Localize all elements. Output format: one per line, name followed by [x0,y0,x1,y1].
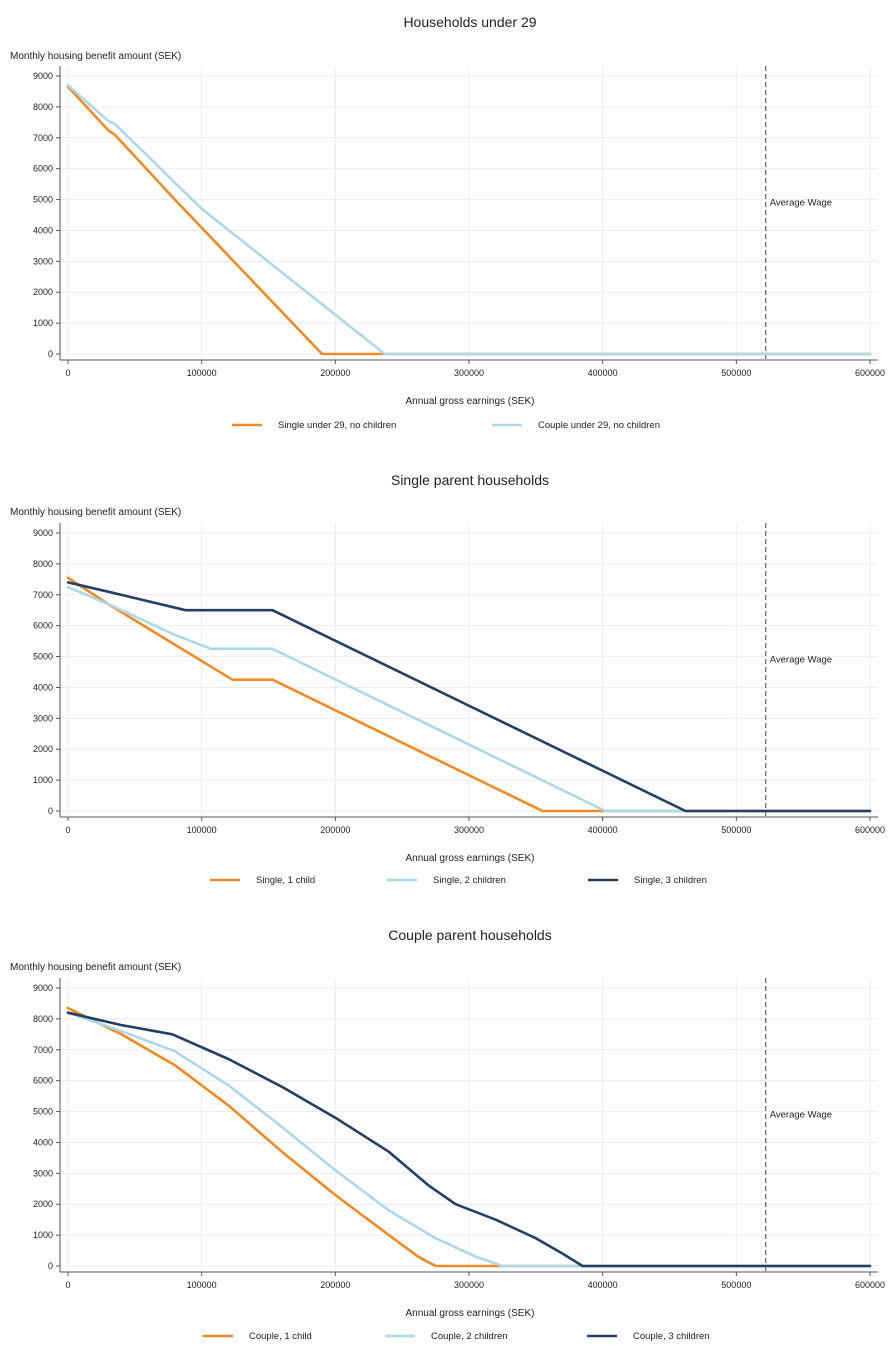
series-line [66,1011,872,1268]
y-tick-label: 0 [48,349,53,359]
y-tick-label: 8000 [33,1014,53,1024]
x-tick-label: 200000 [320,1280,350,1290]
y-tick-label: 3000 [33,256,53,266]
x-tick-label: 400000 [588,368,618,378]
x-tick-label: 600000 [855,825,885,835]
average-wage-label: Average Wage [770,655,832,666]
legend: Single, 1 child Single, 2 children Single,… [210,875,707,886]
chart-panel-couple-parent-households: Couple parent households Monthly housing… [10,927,885,1342]
y-tick-label: 7000 [33,1045,53,1055]
chart-title: Couple parent households [388,927,551,943]
legend-label: Couple under 29, no children [538,420,660,431]
average-wage-label: Average Wage [770,198,832,209]
legend: Single under 29, no children Couple under… [232,420,660,431]
y-tick-label: 9000 [33,71,53,81]
y-tick-label: 6000 [33,164,53,174]
y-tick-label: 8000 [33,559,53,569]
series-line [66,84,872,356]
series-line [66,576,872,813]
x-tick-label: 100000 [187,368,217,378]
legend-label: Couple, 2 children [431,1331,508,1342]
y-tick-label: 4000 [33,225,53,235]
x-tick-label: 0 [65,368,70,378]
y-tick-label: 6000 [33,621,53,631]
x-tick-label: 400000 [588,1280,618,1290]
y-tick-label: 2000 [33,744,53,754]
y-tick-label: 2000 [33,1199,53,1209]
x-tick-label: 300000 [454,1280,484,1290]
x-tick-label: 500000 [721,1280,751,1290]
y-tick-label: 4000 [33,682,53,692]
chart-title: Single parent households [391,472,549,488]
y-tick-label: 3000 [33,713,53,723]
plot-area: 0 1000 2000 3000 4000 5000 6000 7000 8000 9000 0 10… [33,978,885,1290]
y-tick-label: 0 [48,806,53,816]
series-line [66,585,872,813]
legend: Couple, 1 child Couple, 2 children Couple,… [203,1331,710,1342]
y-axis-label: Monthly housing benefit amount (SEK) [10,962,181,973]
x-tick-label: 500000 [721,368,751,378]
x-tick-label: 600000 [855,1280,885,1290]
average-wage-label: Average Wage [770,1110,832,1121]
x-axis-label: Annual gross earnings (SEK) [406,1308,535,1319]
y-tick-label: 8000 [33,102,53,112]
y-tick-label: 3000 [33,1168,53,1178]
legend-label: Single, 2 children [433,875,506,886]
legend-label: Couple, 3 children [633,1331,710,1342]
x-tick-label: 100000 [187,825,217,835]
x-axis-label: Annual gross earnings (SEK) [406,396,535,407]
y-tick-label: 7000 [33,133,53,143]
legend-label: Single, 3 children [634,875,707,886]
chart-panel-households-under-29: Households under 29 Monthly housing bene… [10,14,885,431]
series-line [66,1011,872,1268]
legend-label: Couple, 1 child [249,1331,312,1342]
series-line [66,581,872,813]
x-tick-label: 200000 [320,368,350,378]
y-tick-label: 7000 [33,590,53,600]
x-tick-label: 300000 [454,368,484,378]
legend-label: Single, 1 child [256,875,315,886]
y-tick-label: 6000 [33,1076,53,1086]
x-tick-label: 0 [65,1280,70,1290]
chart-panel-single-parent-households: Single parent households Monthly housing… [10,472,885,886]
x-tick-label: 0 [65,825,70,835]
y-tick-label: 4000 [33,1137,53,1147]
y-tick-label: 1000 [33,318,53,328]
chart-title: Households under 29 [403,14,536,30]
x-tick-label: 300000 [454,825,484,835]
x-axis-label: Annual gross earnings (SEK) [406,853,535,864]
plot-area: 0 1000 2000 3000 4000 5000 6000 7000 8000 9000 0 10… [33,66,885,378]
x-tick-label: 500000 [721,825,751,835]
y-tick-label: 9000 [33,528,53,538]
y-tick-label: 5000 [33,195,53,205]
x-tick-label: 600000 [855,368,885,378]
y-tick-label: 1000 [33,1230,53,1240]
x-tick-label: 100000 [187,1280,217,1290]
y-tick-label: 5000 [33,652,53,662]
plot-area: 0 1000 2000 3000 4000 5000 6000 7000 8000 9000 0 10… [33,523,885,835]
legend-label: Single under 29, no children [278,420,396,431]
y-tick-label: 5000 [33,1107,53,1117]
y-tick-label: 0 [48,1261,53,1271]
y-axis-label: Monthly housing benefit amount (SEK) [10,51,181,62]
series-line [66,1006,872,1268]
x-tick-label: 200000 [320,825,350,835]
y-tick-label: 1000 [33,775,53,785]
y-tick-label: 2000 [33,287,53,297]
y-axis-label: Monthly housing benefit amount (SEK) [10,507,181,518]
y-tick-label: 9000 [33,983,53,993]
x-tick-label: 400000 [588,825,618,835]
